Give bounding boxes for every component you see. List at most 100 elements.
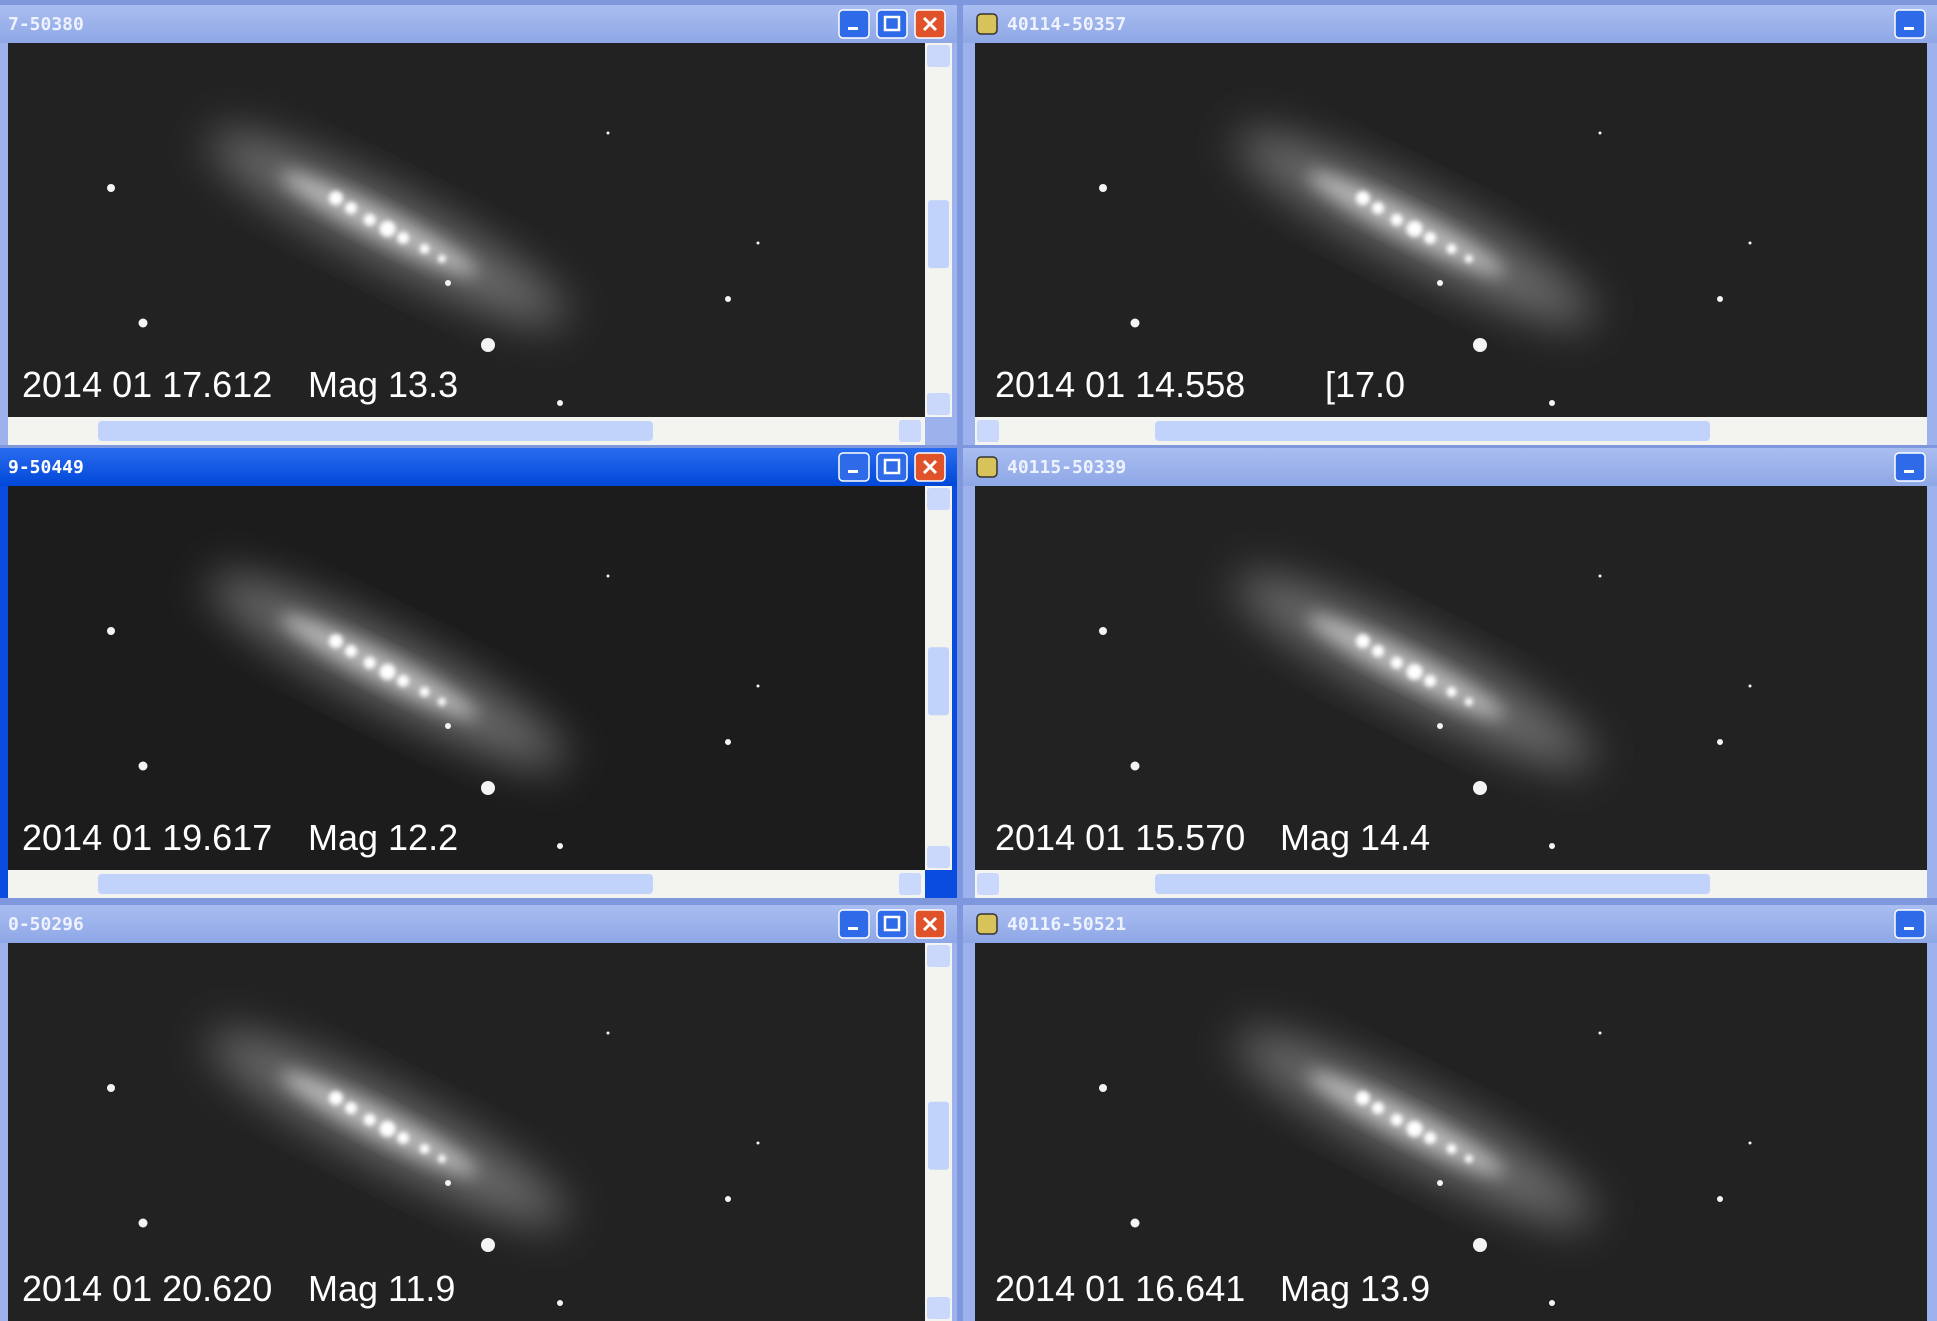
minimize-button[interactable] <box>839 453 869 481</box>
star-image: 2014 01 14.558 [17.0 <box>975 43 1927 417</box>
maximize-button[interactable] <box>877 10 907 38</box>
star <box>725 739 731 745</box>
star <box>445 723 451 729</box>
star <box>607 132 610 135</box>
star <box>725 1196 731 1202</box>
scroll-thumb[interactable] <box>928 200 949 268</box>
window[interactable]: 40115-50339 2014 01 15.570 Mag 14.4 <box>963 448 1937 898</box>
star <box>607 1032 610 1035</box>
star <box>1717 1196 1723 1202</box>
star <box>481 338 495 352</box>
scroll-up-button[interactable] <box>927 945 950 967</box>
scroll-arrow-button[interactable] <box>977 873 999 895</box>
star <box>607 575 610 578</box>
star <box>1749 1142 1752 1145</box>
star <box>1599 575 1602 578</box>
mag-caption: Mag 13.9 <box>1280 1268 1430 1309</box>
minimize-button[interactable] <box>1895 453 1925 481</box>
date-caption: 2014 01 17.612 <box>22 364 272 405</box>
star <box>445 280 451 286</box>
star-image: 2014 01 16.641 Mag 13.9 <box>975 943 1927 1321</box>
minimize-button[interactable] <box>1895 10 1925 38</box>
window-title: 40115-50339 <box>1007 457 1126 478</box>
window-title: 0-50296 <box>8 914 84 935</box>
star-image: 2014 01 20.620Mag 11.9 <box>8 943 925 1321</box>
star <box>1131 762 1140 771</box>
window-icon <box>977 914 997 934</box>
minimize-button[interactable] <box>1895 910 1925 938</box>
window[interactable]: 7-50380 2014 01 17.612 Mag 13.3 <box>0 5 957 445</box>
minimize-glyph <box>1904 27 1914 30</box>
star <box>1437 280 1443 286</box>
star <box>1099 184 1107 192</box>
mag-caption: Mag 12.2 <box>308 817 458 858</box>
minimize-button[interactable] <box>839 910 869 938</box>
scroll-arrow-button[interactable] <box>899 873 921 895</box>
star <box>1599 1032 1602 1035</box>
mag-caption: Mag 13.3 <box>308 364 458 405</box>
scroll-thumb[interactable] <box>1155 874 1710 894</box>
star <box>757 242 760 245</box>
star <box>757 1142 760 1145</box>
window[interactable]: 40116-50521 2014 01 16.641 Mag 13.9 <box>963 905 1937 1321</box>
star <box>1131 319 1140 328</box>
scroll-thumb[interactable] <box>928 1102 949 1170</box>
window[interactable]: 40114-50357 2014 01 14.558 [17.0 <box>963 5 1937 445</box>
star <box>445 1180 451 1186</box>
star <box>1437 1180 1443 1186</box>
star-image: 2014 01 17.612 Mag 13.3 <box>8 43 925 417</box>
star <box>1717 296 1723 302</box>
scroll-thumb[interactable] <box>98 874 653 894</box>
star <box>1717 739 1723 745</box>
minimize-button[interactable] <box>839 10 869 38</box>
window-title: 40114-50357 <box>1007 14 1126 35</box>
star <box>107 184 115 192</box>
star <box>1099 1084 1107 1092</box>
scroll-thumb[interactable] <box>928 647 949 715</box>
scroll-thumb[interactable] <box>1155 421 1710 441</box>
star <box>1549 400 1555 406</box>
scroll-arrow-button[interactable] <box>899 420 921 442</box>
star <box>1549 1300 1555 1306</box>
star <box>139 1219 148 1228</box>
scroll-arrow-button[interactable] <box>977 420 999 442</box>
scroll-up-button[interactable] <box>927 488 950 510</box>
minimize-glyph <box>848 927 858 930</box>
date-caption: 2014 01 19.617 <box>22 817 272 858</box>
mag-caption: Mag 14.4 <box>1280 817 1430 858</box>
star <box>481 781 495 795</box>
scroll-down-button[interactable] <box>927 393 950 415</box>
title-bar <box>0 5 957 43</box>
scroll-thumb[interactable] <box>98 421 653 441</box>
star <box>139 762 148 771</box>
star <box>1437 723 1443 729</box>
scroll-up-button[interactable] <box>927 45 950 67</box>
title-bar <box>0 448 957 486</box>
date-caption: 2014 01 16.641 <box>995 1268 1245 1309</box>
maximize-button[interactable] <box>877 453 907 481</box>
minimize-glyph <box>1904 470 1914 473</box>
star-image: 2014 01 15.570 Mag 14.4 <box>975 486 1927 870</box>
star <box>725 296 731 302</box>
date-caption: 2014 01 15.570 <box>995 817 1245 858</box>
window-icon <box>977 14 997 34</box>
minimize-glyph <box>848 27 858 30</box>
maximize-button[interactable] <box>877 910 907 938</box>
star <box>557 843 563 849</box>
mag-caption: [17.0 <box>1325 364 1405 405</box>
star <box>557 1300 563 1306</box>
window-icon <box>977 457 997 477</box>
date-caption: 2014 01 14.558 <box>995 364 1245 405</box>
star <box>1473 781 1487 795</box>
sky <box>8 943 925 1321</box>
star <box>1599 132 1602 135</box>
scroll-down-button[interactable] <box>927 1297 950 1319</box>
star <box>557 400 563 406</box>
star <box>107 1084 115 1092</box>
scroll-down-button[interactable] <box>927 846 950 868</box>
window-title: 7-50380 <box>8 14 84 35</box>
star <box>1749 242 1752 245</box>
window-title: 40116-50521 <box>1007 914 1126 935</box>
